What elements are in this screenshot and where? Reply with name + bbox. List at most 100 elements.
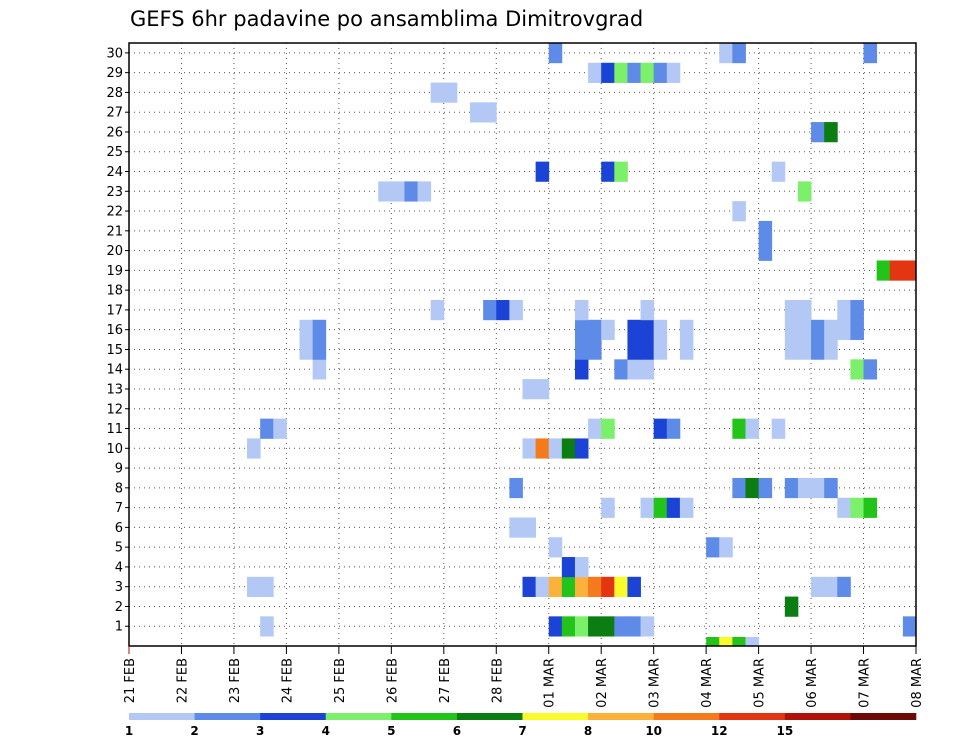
ensemble-cell [601,576,615,597]
ensemble-cell [627,359,641,380]
ensemble-cell [574,557,589,578]
ensemble-cell [548,537,563,558]
ensemble-cell [548,438,563,459]
y-tick-label: 22 [106,205,123,220]
ensemble-cell [509,477,523,499]
ensemble-cell [640,359,655,380]
ensemble-cell [273,418,287,439]
y-tick-label: 24 [106,165,123,180]
ensemble-cell [837,497,851,518]
y-tick-label: 2 [115,600,123,615]
ensemble-cell [548,576,563,597]
y-tick-label: 12 [106,402,123,417]
ensemble-cell [614,616,628,637]
colorbar-tick-label: 12 [711,724,728,738]
ensemble-cell [811,576,825,597]
ensemble-cell [614,576,628,597]
plot-frame [128,42,917,647]
ensemble-cell [745,418,759,439]
ensemble-cell [706,637,720,646]
ensemble-cell [535,161,550,182]
colorbar-tick-label: 15 [776,724,793,738]
ensemble-cell [430,82,445,103]
ensemble-cell [797,300,812,321]
ensemble-cell [758,240,773,261]
ensemble-cell [797,477,812,499]
ensemble-cell [627,616,641,637]
x-tick-label: 21 FEB [123,658,138,703]
ensemble-cell [719,637,733,646]
ensemble-cell [312,339,327,360]
ensemble-cell [404,181,418,202]
y-tick-label: 28 [106,86,123,101]
colorbar-swatch [719,713,786,720]
ensemble-cell [535,379,550,400]
y-tick-label: 10 [106,442,123,457]
x-tick-label: 26 FEB [385,658,400,703]
colorbar-tick-label: 5 [387,724,395,738]
ensemble-cell [824,319,838,340]
colorbar-tick-label: 4 [322,724,330,738]
y-tick-label: 20 [106,244,123,259]
ensemble-cell [653,418,668,439]
ensemble-cell [483,300,497,321]
ensemble-cell [732,418,746,439]
ensemble-cell [312,359,327,380]
y-tick-label: 17 [106,303,123,318]
ensemble-cell [588,339,602,360]
colorbar-tick-label: 2 [190,724,198,738]
x-axis-ticks: 21 FEB 22 FEB 23 FEB 24 FEB 25 FEB 26 FEB 27 F… [123,646,925,708]
colorbar-swatch [784,713,851,720]
ensemble-cell [312,319,327,340]
ensemble-cell [601,497,615,518]
y-tick-label: 5 [115,541,123,556]
colorbar-swatch [456,713,523,720]
ensemble-cell [745,637,759,646]
y-tick-label: 21 [106,224,123,239]
ensemble-cell [653,497,668,518]
ensemble-cell [784,319,799,340]
ensemble-cell [758,220,773,242]
colorbar-swatch [850,713,917,720]
ensemble-cell [797,181,812,202]
ensemble-cell [640,497,655,518]
ensemble-cell [850,300,864,321]
ensemble-cell [574,438,589,459]
ensemble-cell [666,62,681,83]
ensemble-cell [811,339,825,360]
ensemble-cell [889,260,904,281]
colorbar-tick-label: 3 [256,724,264,738]
y-tick-label: 8 [115,481,123,496]
colorbar-swatch [588,713,654,720]
colorbar-tick-label: 7 [518,724,526,738]
y-tick-label: 26 [106,125,123,140]
ensemble-cell [627,576,641,597]
y-tick-label: 13 [106,382,123,397]
ensemble-cell [509,300,523,321]
ensemble-cell [824,477,838,499]
y-tick-label: 4 [115,560,123,575]
colorbar-swatch [522,713,589,720]
ensemble-cell [797,339,812,360]
ensemble-cell [640,339,655,360]
colorbar-tick-label: 6 [453,724,461,738]
ensemble-cell [850,359,864,380]
ensemble-cell [574,616,589,637]
ensemble-cell [758,477,773,499]
ensemble-cell [745,477,759,499]
ensemble-cell [850,497,864,518]
ensemble-cell [588,418,602,439]
ensemble-cell [837,319,851,340]
y-tick-label: 16 [106,323,123,338]
ensemble-cell [574,319,589,340]
ensemble-cell [443,82,458,103]
ensemble-cell [732,637,746,646]
ensemble-cells [247,43,917,646]
ensemble-cell [299,319,314,340]
y-tick-label: 3 [115,580,123,595]
x-tick-label: 07 MAR [858,658,873,708]
y-tick-label: 29 [106,66,123,81]
x-tick-label: 24 FEB [280,658,295,703]
ensemble-cell [902,616,917,637]
